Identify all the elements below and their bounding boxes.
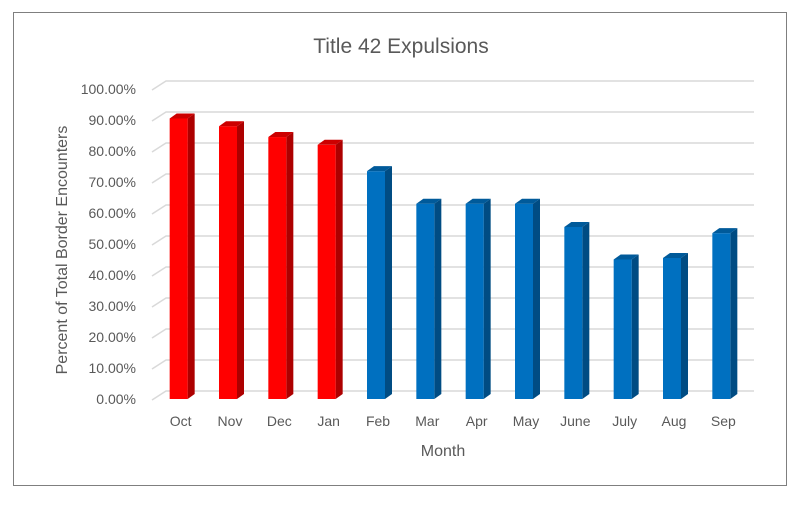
gridline [151, 204, 754, 215]
bar-side [483, 198, 491, 399]
bar-side [434, 198, 442, 399]
bar-side [681, 252, 688, 399]
y-tick-label: 90.00% [89, 112, 136, 128]
chart-frame: Title 42 Expulsions 0.00% 10.00% 20.00% 30.… [13, 12, 787, 486]
bar [317, 144, 336, 399]
bar-side [335, 139, 343, 400]
bar-top [169, 113, 195, 119]
bar [663, 257, 681, 399]
bar-top [416, 198, 442, 204]
x-tick-label: Mar [415, 413, 439, 429]
bar-side [187, 113, 195, 399]
bar-side [730, 228, 738, 399]
bar-side [533, 198, 540, 399]
bar [169, 118, 188, 399]
bar-top [367, 166, 392, 172]
y-axis-ticks: 0.00% 10.00% 20.00% 30.00% 40.00% 50.00% 60.00… [81, 81, 136, 407]
bar-top [515, 198, 540, 204]
y-tick-label: 0.00% [96, 391, 136, 407]
y-tick-label: 60.00% [89, 205, 136, 221]
y-tick-label: 80.00% [89, 143, 136, 159]
x-tick-label: Feb [366, 413, 390, 429]
x-tick-label: Jan [317, 413, 340, 429]
bar [564, 226, 583, 399]
y-tick-label: 100.00% [81, 81, 136, 97]
bar-top [613, 254, 639, 260]
gridlines [151, 80, 754, 401]
x-tick-label: May [513, 413, 539, 429]
bar-top [219, 121, 244, 127]
bar-top [465, 198, 491, 204]
bar-chart: Title 42 Expulsions 0.00% 10.00% 20.00% 30.… [54, 35, 754, 460]
x-tick-label: Dec [267, 413, 292, 429]
gridline [151, 111, 754, 122]
y-tick-label: 10.00% [89, 360, 136, 376]
bar-side [237, 121, 244, 399]
y-axis-title: Percent of Total Border Encounters [54, 126, 71, 375]
bar [515, 203, 533, 399]
y-tick-label: 30.00% [89, 298, 136, 314]
bar-top [317, 139, 343, 145]
bar [416, 203, 435, 399]
bar [613, 259, 632, 399]
gridline [151, 142, 754, 153]
y-tick-label: 70.00% [89, 174, 136, 190]
x-axis-title: Month [421, 443, 465, 460]
bar [219, 126, 237, 399]
bar-side [631, 254, 639, 399]
gridline [151, 328, 754, 339]
gridline [151, 266, 754, 277]
chart-title: Title 42 Expulsions [313, 35, 488, 58]
y-tick-label: 40.00% [89, 267, 136, 283]
bar [367, 171, 385, 399]
x-tick-label: Nov [218, 413, 243, 429]
y-tick-label: 50.00% [89, 236, 136, 252]
bar [268, 137, 287, 400]
gridline [151, 297, 754, 308]
x-tick-label: July [612, 413, 637, 429]
bar-top [564, 221, 590, 227]
x-tick-label: June [560, 413, 591, 429]
x-tick-label: Aug [662, 413, 687, 429]
gridline [151, 173, 754, 184]
bar-side [286, 132, 294, 400]
y-tick-label: 20.00% [89, 329, 136, 345]
gridline [151, 235, 754, 246]
bar-top [268, 132, 294, 138]
bar [712, 233, 731, 399]
bars [169, 113, 738, 400]
gridline [151, 390, 754, 401]
bar-side [582, 221, 590, 399]
gridline [151, 80, 754, 91]
x-tick-label: Sep [711, 413, 736, 429]
bar-top [663, 252, 688, 258]
x-axis-ticks: Oct Nov Dec Jan Feb Mar Apr May June July Aug Sep [170, 413, 736, 429]
bar-side [385, 166, 392, 399]
x-tick-label: Apr [466, 413, 488, 429]
x-tick-label: Oct [170, 413, 192, 429]
bar [465, 203, 484, 399]
gridline [151, 359, 754, 370]
bar-top [712, 228, 738, 234]
